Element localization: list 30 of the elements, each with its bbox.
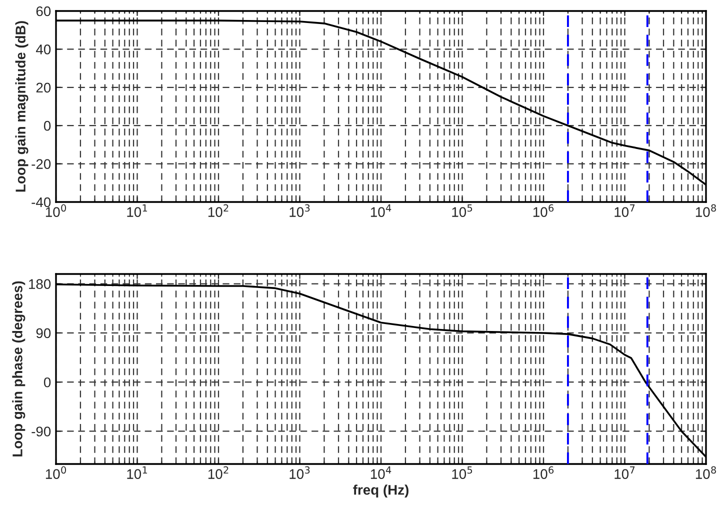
y-tick-label: -40 [32, 197, 51, 208]
y-tick-label: 40 [36, 44, 51, 54]
y-tick-label: 0 [44, 377, 51, 388]
x-tick-label: 10$^{7}$ [614, 466, 635, 479]
x-tick-label: 10$^{1}$ [127, 204, 148, 217]
x-tick-label: 10$^{6}$ [533, 466, 554, 479]
y-axis-title: Loop gain magnitude (dB) [15, 21, 28, 192]
y-axis-title: Loop gain phase (degrees) [12, 281, 26, 456]
y-tick-label: -90 [32, 426, 51, 436]
x-axis-title: freq (Hz) [353, 484, 408, 498]
y-tick-label: -20 [32, 159, 51, 169]
y-tick-label: 180 [29, 279, 51, 289]
x-tick-label: 10$^{2}$ [208, 466, 228, 479]
x-tick-label: 10$^{8}$ [696, 204, 716, 217]
x-tick-label: 10$^{7}$ [614, 204, 635, 217]
x-tick-label: 10$^{5}$ [452, 466, 472, 479]
y-tick-label: 20 [36, 82, 51, 93]
x-tick-label: 10$^{3}$ [290, 466, 310, 479]
x-tick-label: 10$^{2}$ [208, 204, 228, 217]
x-tick-label: 10$^{0}$ [46, 466, 66, 479]
y-tick-label: 60 [36, 6, 51, 16]
y-tick-label: 0 [44, 120, 51, 131]
x-tick-label: 10$^{1}$ [127, 466, 148, 479]
x-tick-label: 10$^{4}$ [370, 466, 392, 479]
x-tick-label: 10$^{5}$ [452, 204, 472, 217]
x-tick-label: 10$^{8}$ [696, 466, 716, 479]
x-tick-label: 10$^{6}$ [533, 204, 554, 217]
y-tick-label: 90 [36, 328, 51, 338]
x-tick-label: 10$^{3}$ [290, 204, 310, 217]
x-tick-label: 10$^{4}$ [370, 204, 392, 217]
